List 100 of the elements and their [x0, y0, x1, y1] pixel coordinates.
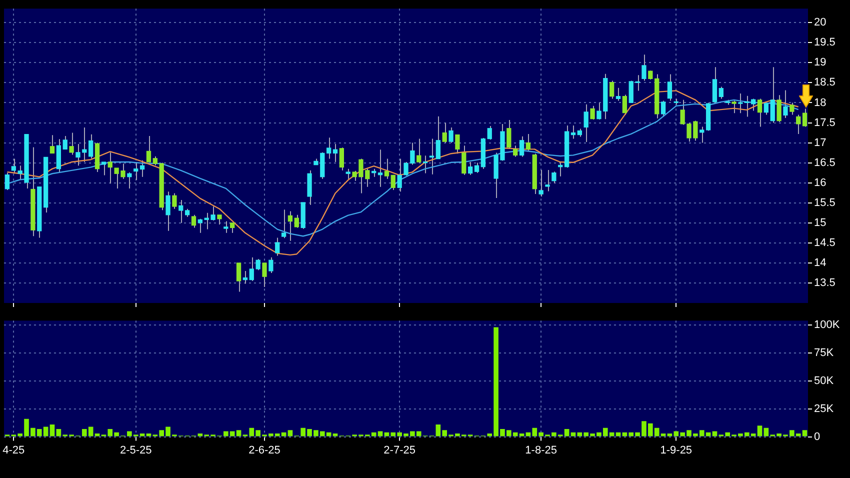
- candlestick: [667, 74, 672, 102]
- candlestick: [770, 66, 775, 124]
- candlestick: [474, 162, 480, 174]
- candlestick: [166, 191, 170, 232]
- candlestick: [140, 160, 145, 178]
- y-tick-label: 100K: [814, 319, 840, 332]
- candlestick: [609, 80, 614, 100]
- candlestick: [236, 262, 242, 292]
- candlestick: [545, 170, 550, 192]
- candlestick: [4, 172, 10, 191]
- bar: [332, 433, 338, 436]
- y-tick-label: 13.5: [814, 277, 836, 290]
- candlestick: [108, 152, 112, 184]
- y-tick-label: 18.5: [814, 76, 836, 89]
- candlestick: [468, 162, 473, 176]
- x-tick-label: 4-25: [2, 444, 25, 456]
- y-tick-label: 14.5: [814, 236, 836, 249]
- candlestick: [384, 158, 390, 180]
- y-tick-label: 75K: [814, 347, 834, 360]
- y-tick-label: 17: [814, 136, 826, 149]
- x-tick-label: 2-5-25: [120, 444, 152, 456]
- candlestick: [69, 132, 74, 156]
- candlestick: [570, 125, 576, 140]
- bar: [50, 424, 55, 436]
- candlestick: [268, 256, 274, 274]
- candlestick: [783, 90, 788, 118]
- bar: [712, 431, 718, 436]
- candlestick: [390, 174, 396, 191]
- candlestick: [281, 209, 286, 239]
- x-tick-label: 2-6-25: [248, 444, 280, 456]
- y-tick-label: 14: [814, 256, 826, 269]
- candlestick: [642, 54, 646, 82]
- bar: [570, 432, 576, 436]
- bar: [94, 433, 100, 436]
- candlestick: [751, 98, 756, 112]
- candlestick: [50, 134, 55, 154]
- candlestick: [590, 105, 595, 120]
- candlestick: [718, 86, 724, 100]
- y-tick-label: 17.5: [814, 116, 836, 129]
- candlestick: [127, 172, 132, 189]
- candlestick: [378, 149, 383, 188]
- candlestick: [275, 237, 280, 256]
- candlestick: [584, 104, 588, 142]
- candlestick: [764, 102, 769, 116]
- candlestick: [101, 162, 106, 176]
- candlestick: [487, 125, 492, 140]
- y-tick-label: 19: [814, 56, 826, 69]
- candlestick: [230, 222, 235, 234]
- candlestick: [307, 170, 312, 206]
- candlestick: [442, 122, 447, 144]
- candlestick: [172, 192, 177, 210]
- x-tick-label: 1-9-25: [660, 444, 692, 456]
- candlestick: [191, 214, 196, 228]
- y-tick-label: 18: [814, 96, 826, 109]
- candlestick: [56, 138, 61, 173]
- candlestick: [294, 214, 299, 228]
- candlestick: [660, 100, 666, 118]
- candlestick: [346, 168, 350, 180]
- candlestick: [552, 171, 556, 184]
- bar: [757, 426, 762, 436]
- candlestick: [429, 138, 434, 175]
- candlestick: [732, 100, 736, 114]
- y-tick-label: 15: [814, 216, 826, 229]
- candlestick: [448, 127, 454, 144]
- x-tick-label: 1-8-25: [525, 444, 557, 456]
- candlestick: [802, 108, 808, 128]
- candlestick: [146, 135, 152, 163]
- candlestick: [790, 102, 794, 116]
- candlestick: [757, 98, 762, 128]
- y-tick-label: 16: [814, 176, 826, 189]
- candlestick: [397, 158, 402, 192]
- candlestick: [62, 135, 68, 150]
- candlestick: [462, 145, 466, 176]
- candlestick: [700, 126, 704, 144]
- y-tick-label: 25K: [814, 402, 834, 415]
- candlestick: [217, 214, 222, 225]
- candlestick: [416, 138, 422, 164]
- candlestick: [436, 116, 440, 160]
- y-tick-label: 19.5: [814, 36, 836, 49]
- y-tick-label: 20: [814, 16, 826, 29]
- bar: [236, 430, 242, 436]
- candlestick: [796, 114, 801, 134]
- candlestick: [11, 158, 16, 174]
- candlestick: [178, 200, 184, 224]
- candlestick: [88, 134, 94, 159]
- candlestick: [242, 270, 248, 284]
- candlestick: [339, 147, 344, 171]
- candlestick: [455, 134, 460, 154]
- candlestick: [616, 87, 621, 102]
- candlestick: [506, 119, 512, 150]
- y-tick-label: 50K: [814, 374, 834, 387]
- y-tick-label: 16.5: [814, 156, 836, 169]
- candlestick: [526, 133, 531, 152]
- candlestick: [513, 145, 518, 158]
- candlestick: [538, 170, 544, 197]
- candlestick: [262, 262, 267, 288]
- candlestick: [224, 220, 228, 234]
- candlestick: [776, 94, 782, 122]
- y-tick-label: 0: [814, 430, 820, 443]
- y-tick-label: 15.5: [814, 196, 836, 209]
